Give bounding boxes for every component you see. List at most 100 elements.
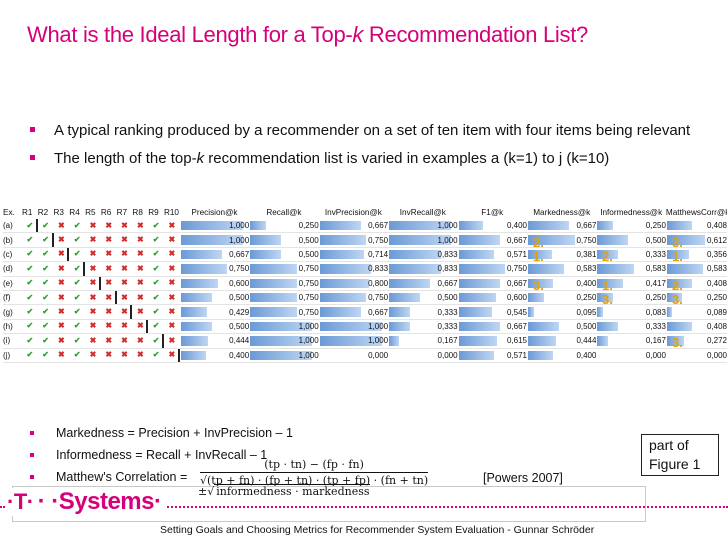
metric-bar bbox=[458, 292, 496, 303]
metric-value: 0,833 bbox=[437, 249, 458, 259]
table-row: (e) ✔ ✔ ✖ ✔ ✖ ✖ ✖ ✖ ✔ ✖ 0,600 0,750 0,800 0,667 0,667 0,… bbox=[3, 276, 727, 291]
metric-value: 0,612 bbox=[706, 235, 727, 245]
cross-icon: ✖ bbox=[132, 261, 149, 277]
check-icon: ✔ bbox=[21, 319, 38, 335]
metric-value: 0,000 bbox=[706, 350, 727, 360]
metric-bar bbox=[389, 221, 452, 231]
table-header-cell: R10 bbox=[163, 207, 179, 217]
metric-cell: 0,400 bbox=[527, 276, 597, 291]
cross-icon: ✖ bbox=[85, 219, 101, 234]
metric-bar bbox=[180, 264, 228, 274]
metric-value: 0,750 bbox=[576, 235, 597, 245]
formula-item: Informedness = Recall + InvRecall – 1 bbox=[28, 448, 293, 462]
rank-label: 3. bbox=[672, 335, 683, 350]
cross-icon: ✖ bbox=[53, 348, 70, 363]
cross-icon: ✖ bbox=[163, 290, 180, 306]
cross-icon: ✖ bbox=[53, 232, 70, 248]
title-prefix: What is the Ideal Length for a Top- bbox=[27, 22, 353, 47]
metric-cell: 0,500 bbox=[249, 232, 319, 248]
metric-value: 0,095 bbox=[576, 307, 597, 317]
metric-cell: 0,833 bbox=[388, 247, 458, 263]
bullet-marker bbox=[30, 475, 34, 479]
metric-value: 0,571 bbox=[506, 350, 528, 360]
metric-bar bbox=[458, 264, 506, 274]
cross-icon: ✖ bbox=[116, 290, 133, 306]
cross-icon: ✖ bbox=[85, 304, 101, 320]
cross-icon: ✖ bbox=[163, 276, 180, 291]
metric-cell: 0,167 bbox=[388, 333, 458, 349]
cross-icon: ✖ bbox=[163, 304, 180, 320]
rank-label: 2. bbox=[533, 235, 544, 250]
metric-bar bbox=[250, 350, 313, 360]
metric-bar bbox=[250, 336, 313, 346]
metric-cell: 0,750 bbox=[249, 261, 319, 277]
metric-value: 0,500 bbox=[229, 321, 250, 331]
mcc-alt-prefix: ±√ bbox=[198, 485, 215, 498]
metric-bar bbox=[597, 292, 613, 303]
metric-cell: 0,400 bbox=[457, 219, 528, 234]
metric-cell: 1,000 bbox=[388, 232, 458, 248]
formula-list: Markedness = Precision + InvPrecision – … bbox=[28, 426, 293, 492]
metric-value: 0,167 bbox=[437, 336, 458, 346]
metric-value: 0,667 bbox=[229, 249, 250, 259]
cross-icon: ✖ bbox=[132, 319, 149, 335]
rank-label: 3. bbox=[672, 235, 683, 250]
cross-icon: ✖ bbox=[85, 232, 101, 248]
row-label: (c) bbox=[3, 247, 22, 263]
metric-cell: 0,000 bbox=[388, 348, 458, 363]
metric-value: 0,417 bbox=[645, 278, 666, 288]
cross-icon: ✖ bbox=[100, 247, 117, 263]
rank-label: 1. bbox=[672, 249, 683, 264]
row-label: (g) bbox=[3, 304, 22, 320]
metric-bar bbox=[597, 307, 603, 317]
metric-cell: 0,750 bbox=[457, 261, 528, 277]
metric-cell: 0,250 bbox=[596, 219, 666, 234]
cross-icon: ✖ bbox=[100, 261, 117, 277]
metric-bar bbox=[666, 307, 673, 317]
cross-icon: ✖ bbox=[85, 333, 101, 349]
bullet-marker bbox=[30, 453, 34, 457]
table-header-cell: R6 bbox=[100, 207, 112, 217]
metric-value: 0,000 bbox=[437, 350, 458, 360]
table-header-cell: Precision@k bbox=[191, 207, 238, 217]
metric-value: 0,667 bbox=[576, 221, 597, 231]
check-icon: ✔ bbox=[69, 290, 86, 306]
metric-cell: 0,600 bbox=[457, 290, 528, 306]
metric-cell: 0,444 bbox=[179, 333, 250, 349]
metric-cell: 0,545 bbox=[457, 304, 528, 320]
metric-cell: 0,667 bbox=[457, 276, 528, 291]
cross-icon: ✖ bbox=[116, 276, 133, 291]
metric-bar bbox=[528, 249, 552, 260]
table-header-cell: R3 bbox=[53, 207, 64, 217]
metric-value: 0,333 bbox=[437, 307, 458, 317]
metric-value: 0,750 bbox=[506, 264, 528, 274]
metric-cell: 0,571 bbox=[457, 247, 528, 263]
metric-bar bbox=[458, 350, 494, 360]
metric-value: 0,444 bbox=[576, 336, 597, 346]
metric-cell: 0,612 bbox=[665, 232, 727, 248]
metric-value: 0,500 bbox=[298, 249, 319, 259]
metric-cell: 0,750 bbox=[527, 232, 597, 248]
metric-cell: 0,667 bbox=[179, 247, 250, 263]
check-icon: ✔ bbox=[148, 290, 164, 306]
check-icon: ✔ bbox=[148, 219, 164, 234]
metric-bar bbox=[666, 264, 704, 274]
metric-bar bbox=[250, 292, 297, 303]
table-header-row: Ex. R1 R2 R3 R4 R5 R6 R7 R8 R9 R10 Precision@k Recal… bbox=[3, 205, 727, 219]
cross-icon: ✖ bbox=[132, 290, 149, 306]
t-logo-mark: ·T· bbox=[7, 489, 34, 514]
mcc-alternative: ±√ informedness · markedness bbox=[198, 484, 370, 498]
metric-value: 0,667 bbox=[368, 221, 389, 231]
metric-cell: 0,750 bbox=[318, 232, 389, 248]
metric-bar bbox=[597, 235, 629, 245]
check-icon: ✔ bbox=[37, 319, 54, 335]
bullet-text: A typical ranking produced by a recommen… bbox=[54, 122, 691, 139]
metric-value: 0,583 bbox=[706, 264, 727, 274]
check-icon: ✔ bbox=[21, 304, 38, 320]
metric-bar bbox=[319, 307, 361, 317]
metric-cell: 0,833 bbox=[318, 261, 389, 277]
metric-cell: 0,500 bbox=[179, 319, 250, 335]
metric-cell: 0,714 bbox=[318, 247, 389, 263]
metric-value: 0,400 bbox=[229, 350, 250, 360]
metric-cell: 1,000 bbox=[318, 319, 389, 335]
